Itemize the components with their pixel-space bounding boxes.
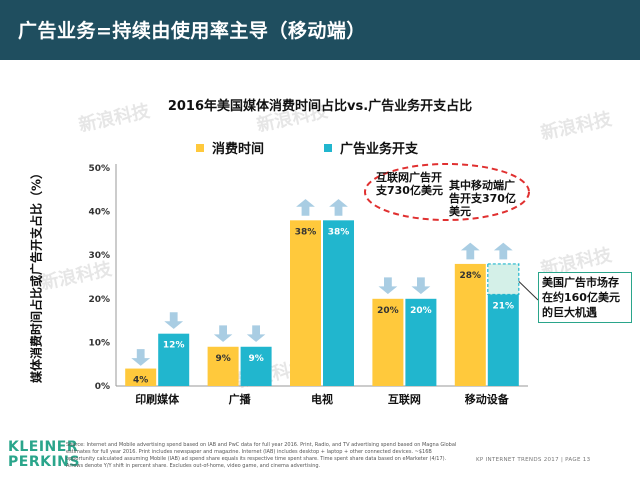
slide-header: 广告业务=持续由使用率主导（移动端） <box>0 0 640 60</box>
shift-arrow-icon <box>457 241 483 261</box>
x-tick-label: 移动设备 <box>465 392 510 406</box>
logo-line-1: KLEINER <box>8 439 79 455</box>
shift-arrow-icon <box>128 347 154 368</box>
y-tick-label: 10% <box>88 338 110 348</box>
shift-arrow-icon <box>375 276 401 296</box>
bar-time <box>125 368 157 386</box>
bar-spend <box>240 346 272 386</box>
bar-spend <box>405 298 437 386</box>
chart-title: 2016年美国媒体消费时间占比vs.广告业务开支占比 <box>167 99 473 114</box>
data-label-spend: 21% <box>493 301 515 311</box>
bar-spend <box>487 294 519 386</box>
x-tick-label: 印刷媒体 <box>135 392 180 406</box>
legend-label-spend: 广告业务开支 <box>340 142 419 157</box>
data-label-time: 38% <box>295 227 317 237</box>
shift-arrow-icon <box>408 276 434 296</box>
opportunity-callout: 美国广告市场存在约160亿美元的巨大机遇 <box>538 272 632 323</box>
data-label-spend: 12% <box>163 341 185 351</box>
x-tick-label: 电视 <box>311 392 333 406</box>
bar-time <box>372 298 404 386</box>
logo-line-2: PERKINS <box>8 454 80 470</box>
data-label-time: 20% <box>377 306 399 316</box>
shift-arrow-icon <box>325 197 352 217</box>
shift-arrow-icon <box>490 241 516 261</box>
legend-label-time: 消费时间 <box>212 142 265 157</box>
shift-arrow-icon <box>161 311 187 331</box>
slide-title: 广告业务=持续由使用率主导（移动端） <box>18 20 366 42</box>
opportunity-gap-box <box>487 263 520 296</box>
data-label-spend: 20% <box>410 306 432 316</box>
y-tick-label: 30% <box>88 251 110 261</box>
shift-arrow-icon <box>243 324 269 344</box>
data-label-time: 9% <box>215 354 230 364</box>
y-tick-label: 20% <box>88 295 110 305</box>
kleiner-perkins-logo: KLEINER PERKINS <box>8 440 80 470</box>
shift-arrow-icon <box>292 197 319 217</box>
x-tick-label: 互联网 <box>388 392 421 406</box>
annotation-mobile-spend: 其中移动端广告开支370亿美元 <box>449 179 516 218</box>
legend-item-time: 消费时间 <box>196 138 264 157</box>
highlight-oval <box>364 163 530 221</box>
legend-item-spend: 广告业务开支 <box>324 138 418 157</box>
source-note: Source: Internet and Mobile advertising … <box>66 442 457 469</box>
callout-connector <box>518 281 539 301</box>
y-tick-label: 0% <box>95 382 110 392</box>
data-label-spend: 9% <box>248 354 263 364</box>
page-footer: KP INTERNET TRENDS 2017 | PAGE 13 <box>476 457 591 463</box>
x-tick-label: 广播 <box>229 392 252 406</box>
bar-time <box>454 263 486 386</box>
annotation-internet-spend: 互联网广告开支730亿美元 <box>376 171 443 197</box>
bar-spend <box>158 333 190 386</box>
legend-swatch-time <box>196 143 204 152</box>
data-label-spend: 38% <box>328 227 350 237</box>
bar-time <box>290 220 321 386</box>
y-tick-label: 50% <box>88 164 110 174</box>
data-label-time: 28% <box>460 271 482 281</box>
shift-arrow-icon <box>210 324 236 344</box>
y-tick-label: 40% <box>88 208 110 218</box>
bar-time <box>207 346 239 386</box>
bar-spend <box>323 220 354 386</box>
data-label-time: 4% <box>133 376 148 386</box>
legend-swatch-spend <box>324 143 332 152</box>
